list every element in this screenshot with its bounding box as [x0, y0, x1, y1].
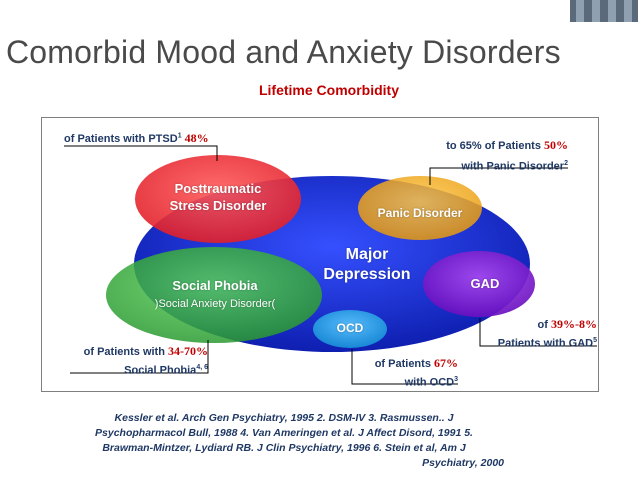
ocd-ellipse	[313, 310, 387, 348]
panic-callout: to 65% of Patients 50% with Panic Disord…	[446, 138, 568, 173]
references: Kessler et al. Arch Gen Psychiatry, 1995…	[95, 412, 504, 469]
social-phobia-ellipse	[106, 247, 322, 343]
ocd-label: OCD	[336, 321, 364, 335]
panic-label: Panic Disorder	[377, 206, 463, 220]
ptsd-label: Posttraumatic Stress Disorder	[169, 181, 267, 213]
gad-label: GAD	[470, 276, 500, 291]
gad-ellipse	[423, 251, 535, 317]
social-leader-line	[70, 340, 209, 374]
gad-leader-line	[479, 318, 597, 347]
slide-title: Comorbid Mood and Anxiety Disorders	[6, 34, 561, 70]
slide-subtitle: Lifetime Comorbidity	[258, 82, 399, 98]
panic-ellipse	[358, 176, 482, 240]
corner-decoration	[570, 0, 638, 22]
ptsd-ellipse	[135, 155, 301, 243]
panic-leader-line	[429, 167, 568, 185]
gad-callout: of 39%-8% Patients with GAD5	[497, 317, 597, 350]
ocd-leader-line	[351, 349, 458, 385]
ptsd-leader-line	[64, 145, 218, 161]
ptsd-callout: of Patients with PTSD1 48%	[64, 131, 209, 145]
major-depression-label: Major Depression	[323, 246, 411, 283]
social-phobia-label: Social Phobia )Social Anxiety Disorder(	[154, 278, 276, 310]
ocd-callout: of Patients 67% with OCD3	[374, 356, 458, 389]
social-callout: of Patients with 34-70% Social Phobia4, …	[83, 344, 208, 377]
